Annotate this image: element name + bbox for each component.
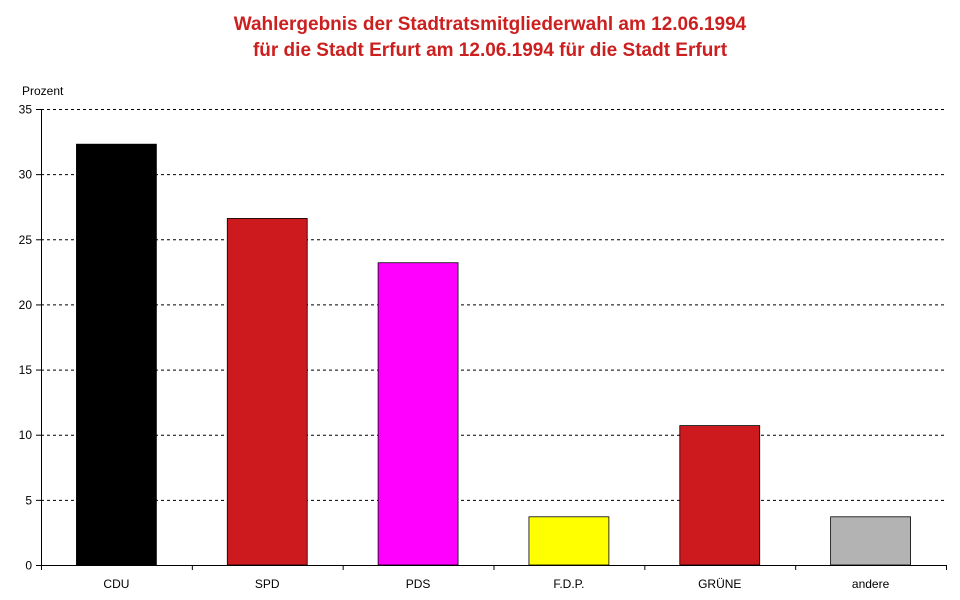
x-tick-label: PDS <box>406 577 431 591</box>
bar-pds <box>377 262 459 566</box>
y-tick-label: 15 <box>19 363 33 377</box>
bar-cdu <box>76 143 157 566</box>
y-tick-label: 20 <box>19 298 33 312</box>
y-tick-label: 5 <box>25 493 32 507</box>
x-tick-label: CDU <box>103 577 129 591</box>
bar-andere <box>830 516 911 566</box>
chart-title-line-2: für die Stadt Erfurt am 12.06.1994 für d… <box>252 40 728 61</box>
chart-title-line-1: Wahlergebnis der Stadtratsmitgliederwahl… <box>233 14 747 35</box>
bar-spd <box>226 218 308 566</box>
y-tick-label: 30 <box>19 168 33 182</box>
y-tick-label: 35 <box>19 103 33 117</box>
bar-f.d.p. <box>528 516 610 566</box>
bar-grüne <box>679 425 761 566</box>
y-axis-label: Prozent <box>22 84 64 98</box>
y-tick-label: 10 <box>19 428 33 442</box>
y-tick-label: 25 <box>19 233 33 247</box>
x-tick-label: GRÜNE <box>698 577 741 591</box>
chart-title: Wahlergebnis der Stadtratsmitgliederwahl… <box>0 12 960 64</box>
y-tick-label: 0 <box>25 559 32 573</box>
x-tick-label: SPD <box>255 577 280 591</box>
x-tick-label: F.D.P. <box>553 577 584 591</box>
x-tick-label: andere <box>852 577 890 591</box>
